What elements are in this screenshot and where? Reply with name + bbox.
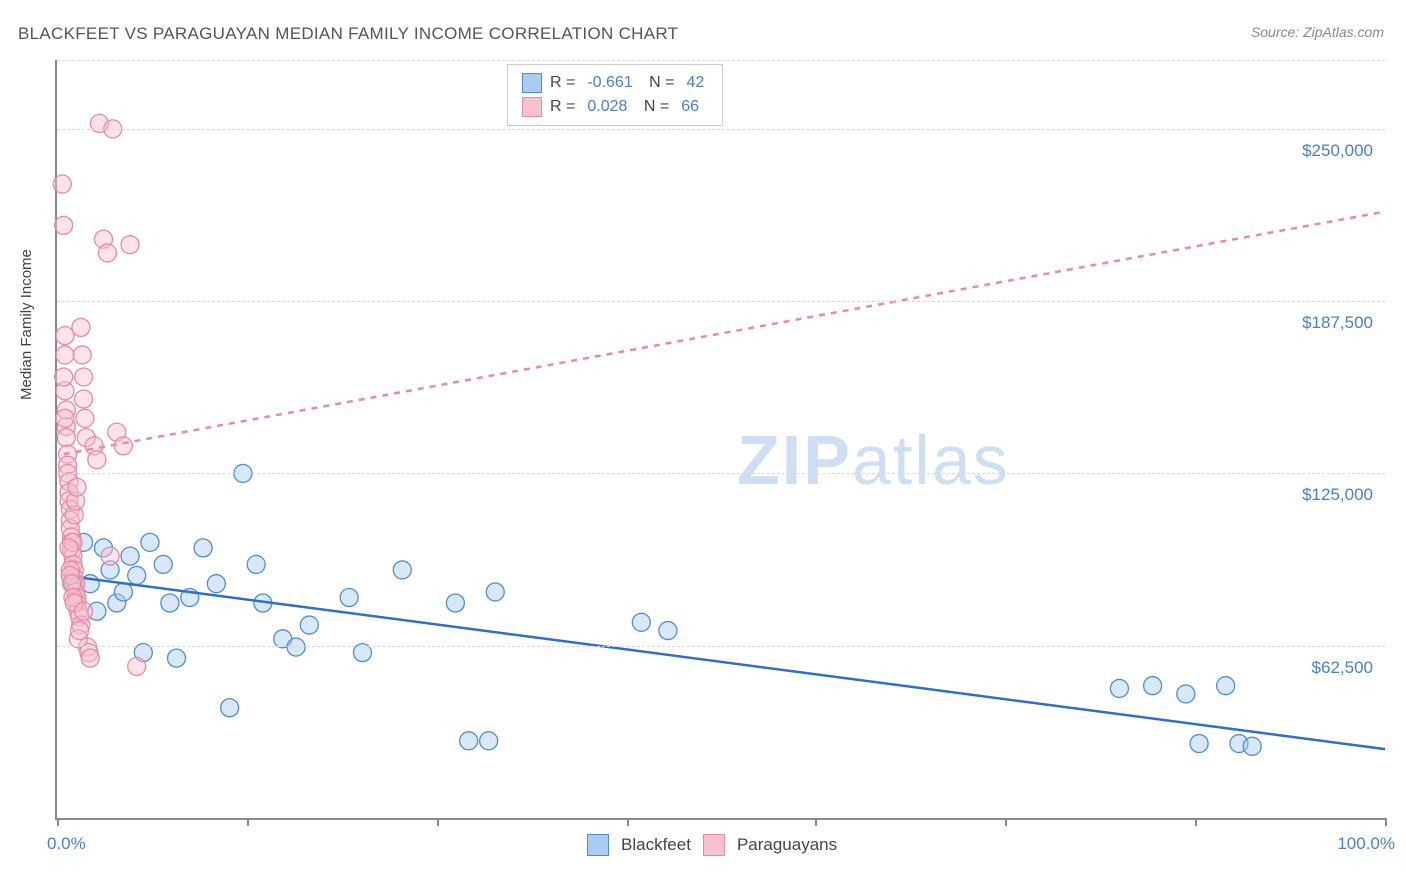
scatter-point xyxy=(75,602,93,620)
x-tick xyxy=(1005,818,1007,826)
scatter-point xyxy=(1177,685,1195,703)
legend-bottom-swatch-1 xyxy=(703,834,725,856)
scatter-plot-svg xyxy=(57,60,1385,818)
correlation-legend: R = -0.661 N = 42 R = 0.028 N = 66 xyxy=(507,64,723,126)
scatter-point xyxy=(72,318,90,336)
scatter-point xyxy=(121,236,139,254)
grid-line xyxy=(57,473,1385,474)
legend-n-value-0: 42 xyxy=(683,74,709,92)
trend-line xyxy=(64,575,1385,749)
scatter-point xyxy=(88,451,106,469)
legend-row-blackfeet: R = -0.661 N = 42 xyxy=(522,71,708,95)
scatter-point xyxy=(446,594,464,612)
x-tick xyxy=(57,818,59,826)
legend-r-value-0: -0.661 xyxy=(583,74,636,92)
scatter-point xyxy=(81,649,99,667)
legend-bottom-swatch-0 xyxy=(587,834,609,856)
x-tick xyxy=(627,818,629,826)
series-legend: Blackfeet Paraguayans xyxy=(587,834,837,856)
scatter-point xyxy=(101,547,119,565)
legend-n-label: N = xyxy=(645,74,675,92)
plot-area: ZIPatlas R = -0.661 N = 42 R = 0.028 N =… xyxy=(55,60,1385,820)
legend-row-paraguayans: R = 0.028 N = 66 xyxy=(522,95,708,119)
scatter-point xyxy=(393,561,411,579)
scatter-point xyxy=(114,583,132,601)
scatter-point xyxy=(128,566,146,584)
scatter-point xyxy=(71,622,89,640)
legend-bottom-label-1: Paraguayans xyxy=(737,835,837,855)
scatter-point xyxy=(460,732,478,750)
scatter-point xyxy=(57,429,75,447)
legend-n-value-1: 66 xyxy=(677,98,703,116)
scatter-point xyxy=(121,547,139,565)
y-tick-label: $125,000 xyxy=(1302,485,1373,505)
scatter-point xyxy=(75,390,93,408)
scatter-point xyxy=(154,555,172,573)
x-tick xyxy=(437,818,439,826)
scatter-point xyxy=(73,346,91,364)
legend-r-label: R = xyxy=(550,98,575,116)
x-tick xyxy=(815,818,817,826)
scatter-point xyxy=(161,594,179,612)
scatter-point xyxy=(141,533,159,551)
scatter-point xyxy=(1144,677,1162,695)
x-tick xyxy=(247,818,249,826)
grid-line xyxy=(57,129,1385,130)
legend-bottom-label-0: Blackfeet xyxy=(621,835,691,855)
y-tick-label: $62,500 xyxy=(1312,658,1373,678)
scatter-point xyxy=(53,175,71,193)
y-tick-label: $187,500 xyxy=(1302,313,1373,333)
scatter-point xyxy=(56,327,74,345)
scatter-point xyxy=(75,368,93,386)
x-axis-min-label: 0.0% xyxy=(47,834,86,854)
y-tick-label: $250,000 xyxy=(1302,141,1373,161)
scatter-point xyxy=(480,732,498,750)
grid-line xyxy=(57,60,1385,61)
scatter-point xyxy=(207,575,225,593)
scatter-point xyxy=(1217,677,1235,695)
scatter-point xyxy=(340,588,358,606)
scatter-point xyxy=(1243,737,1261,755)
grid-line xyxy=(57,301,1385,302)
scatter-point xyxy=(287,638,305,656)
x-tick xyxy=(1385,818,1387,826)
scatter-point xyxy=(659,622,677,640)
scatter-point xyxy=(114,437,132,455)
legend-r-label: R = xyxy=(550,74,575,92)
scatter-point xyxy=(55,368,73,386)
grid-line xyxy=(57,646,1385,647)
scatter-point xyxy=(68,478,86,496)
scatter-point xyxy=(632,613,650,631)
legend-swatch-paraguayans xyxy=(522,97,542,117)
scatter-point xyxy=(300,616,318,634)
source-attribution: Source: ZipAtlas.com xyxy=(1251,24,1384,40)
legend-swatch-blackfeet xyxy=(522,73,542,93)
chart-title: BLACKFEET VS PARAGUAYAN MEDIAN FAMILY IN… xyxy=(18,24,678,44)
scatter-point xyxy=(168,649,186,667)
scatter-point xyxy=(1190,735,1208,753)
scatter-point xyxy=(486,583,504,601)
trend-line xyxy=(64,212,1385,455)
scatter-point xyxy=(221,699,239,717)
scatter-point xyxy=(128,657,146,675)
chart-container: BLACKFEET VS PARAGUAYAN MEDIAN FAMILY IN… xyxy=(0,0,1406,892)
x-axis-max-label: 100.0% xyxy=(1337,834,1395,854)
legend-n-label: N = xyxy=(639,98,669,116)
x-tick xyxy=(1195,818,1197,826)
scatter-point xyxy=(247,555,265,573)
scatter-point xyxy=(76,409,94,427)
scatter-point xyxy=(56,409,74,427)
legend-r-value-1: 0.028 xyxy=(583,98,631,116)
scatter-point xyxy=(98,244,116,262)
scatter-point xyxy=(56,346,74,364)
y-axis-label: Median Family Income xyxy=(18,249,35,400)
scatter-point xyxy=(60,539,78,557)
scatter-point xyxy=(55,216,73,234)
scatter-point xyxy=(1110,679,1128,697)
scatter-point xyxy=(194,539,212,557)
